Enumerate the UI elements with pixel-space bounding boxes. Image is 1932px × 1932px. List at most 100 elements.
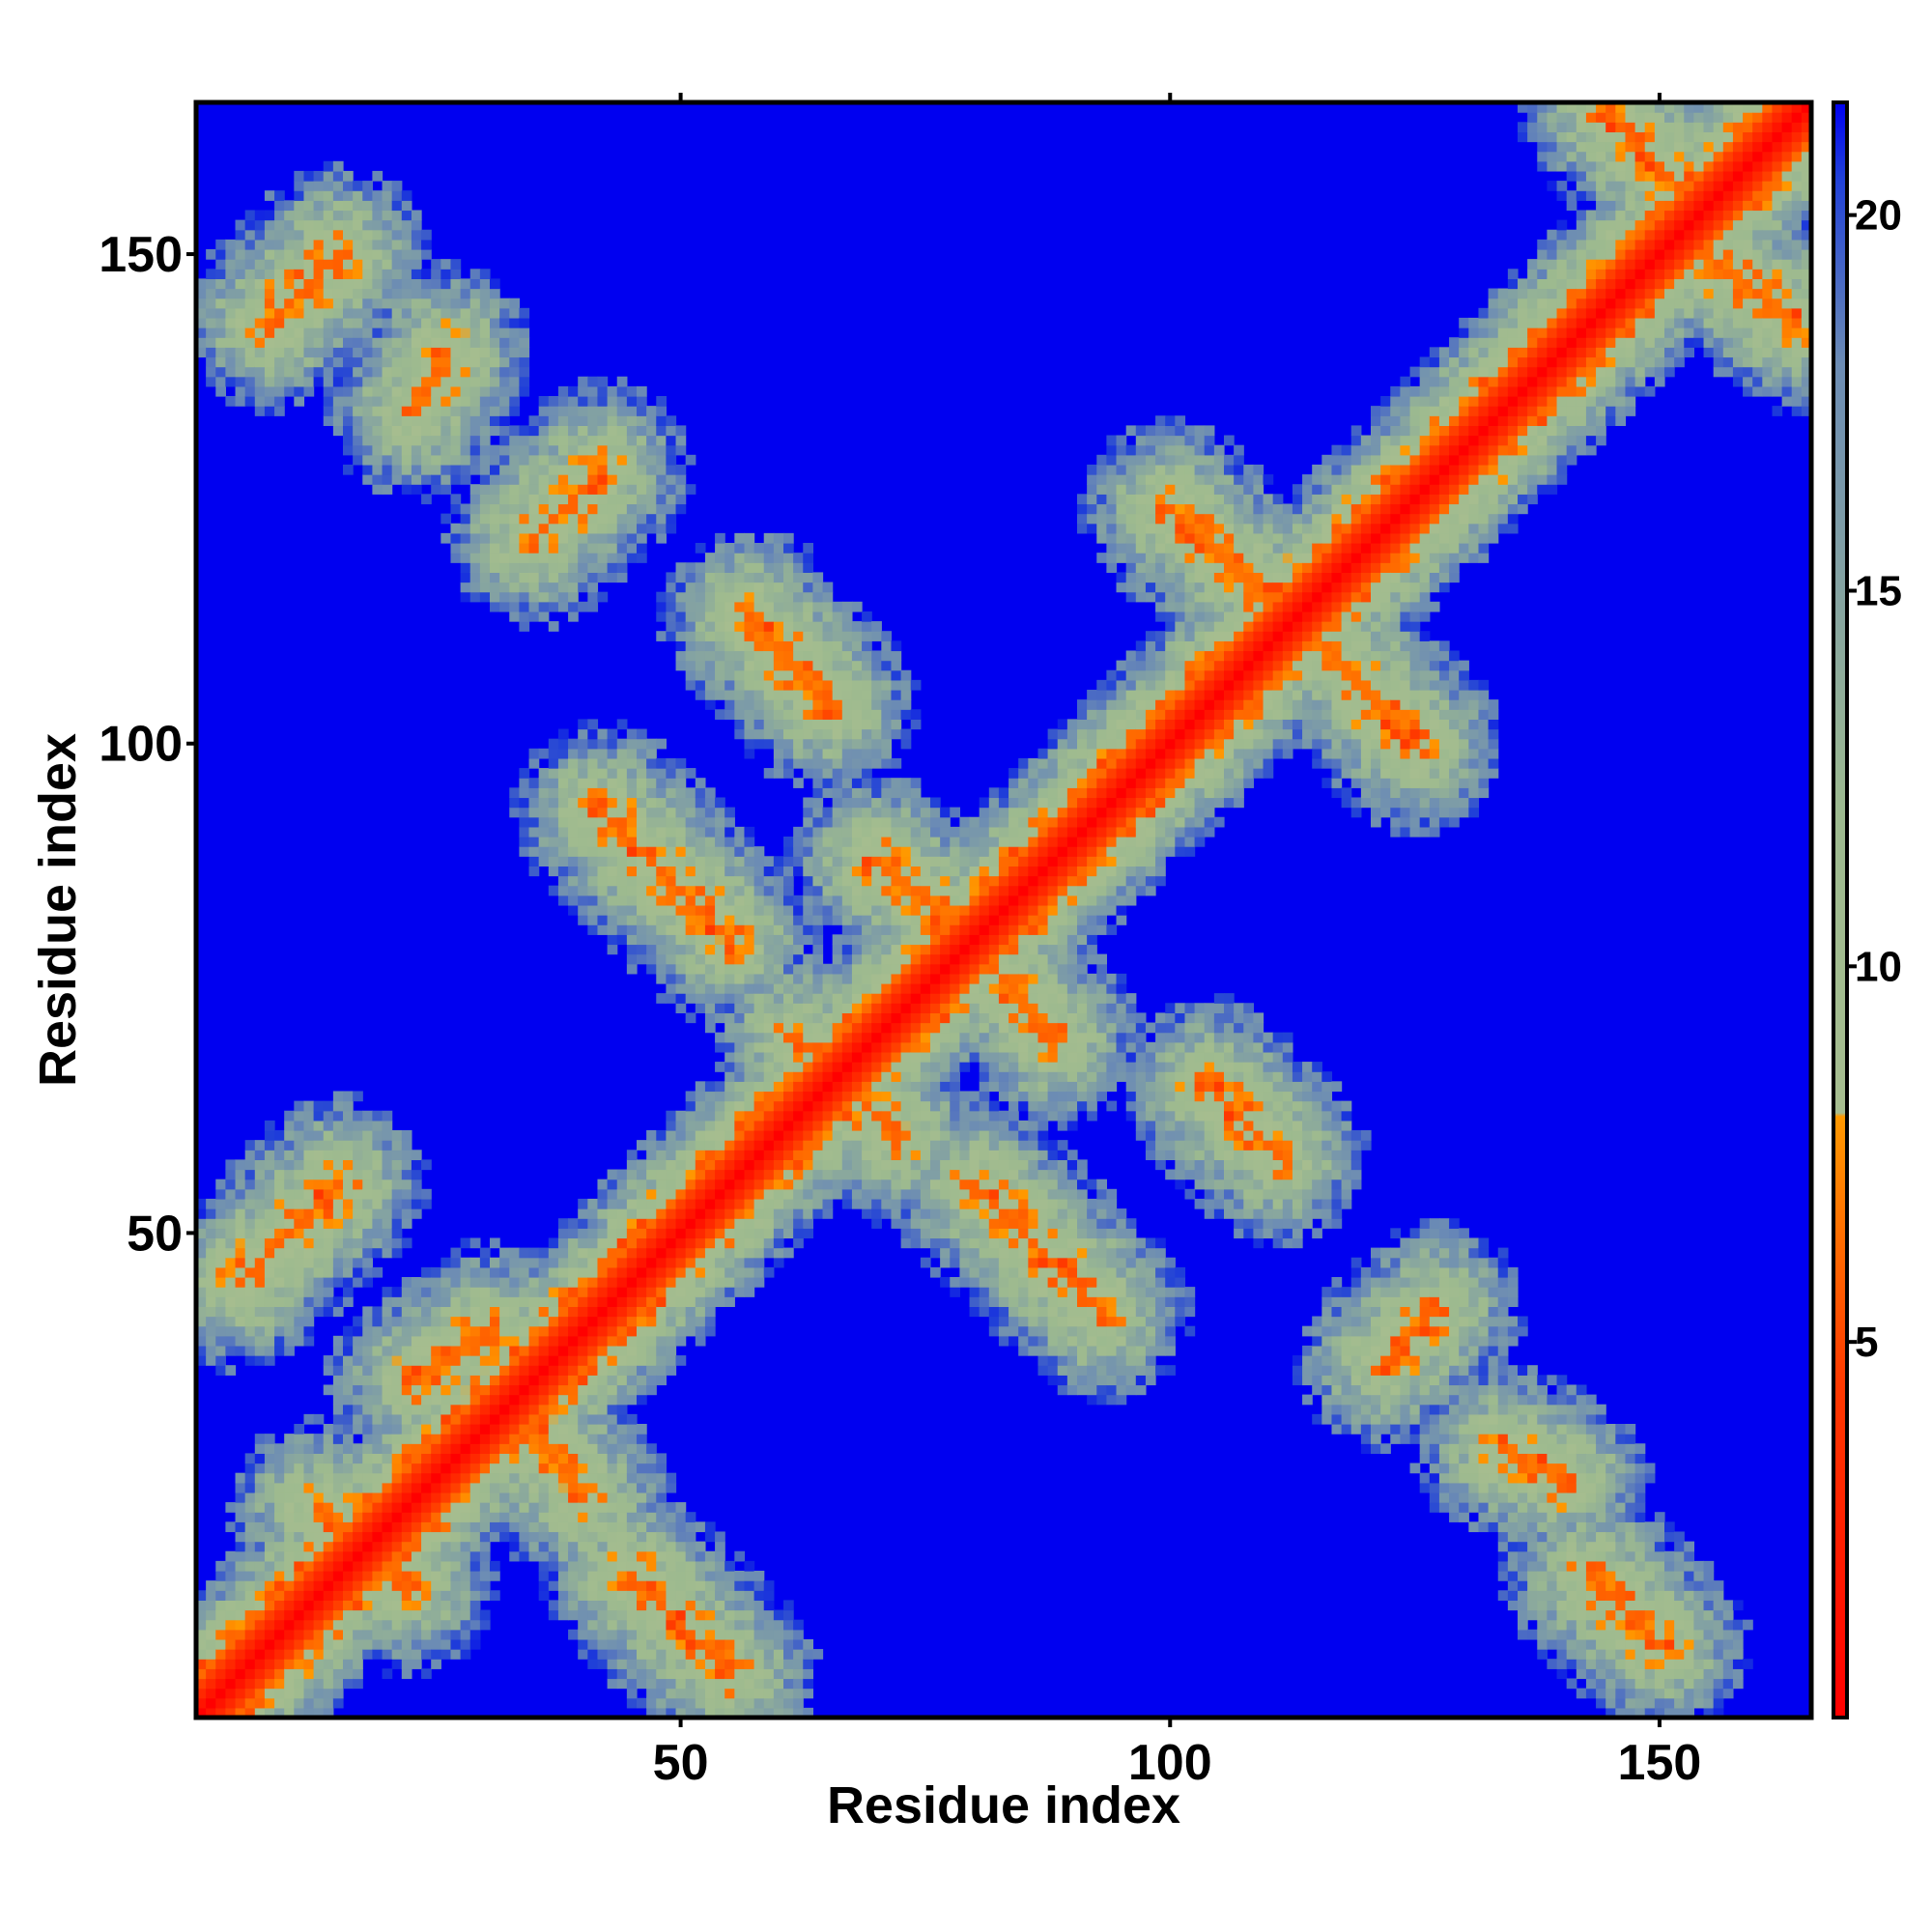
heatmap-cell — [607, 1521, 618, 1533]
heatmap-cell — [666, 1159, 677, 1171]
heatmap-cell — [313, 1619, 325, 1631]
heatmap-cell — [196, 288, 207, 299]
heatmap-cell — [753, 1266, 765, 1278]
heatmap-cell — [343, 1394, 354, 1406]
heatmap-cell — [353, 1668, 363, 1680]
heatmap-cell — [391, 210, 403, 221]
heatmap-cell — [803, 1688, 813, 1699]
heatmap-cell — [763, 1091, 775, 1102]
heatmap-cell — [685, 601, 696, 612]
heatmap-cell — [763, 543, 775, 554]
heatmap-cell — [557, 1384, 569, 1396]
heatmap-cell — [695, 591, 706, 603]
heatmap-cell — [323, 307, 334, 319]
heatmap-cell — [557, 1394, 569, 1406]
heatmap-cell — [812, 1012, 824, 1024]
heatmap-cell — [469, 347, 481, 358]
heatmap-cell — [362, 396, 373, 407]
heatmap-cell — [666, 1130, 677, 1141]
heatmap-cell — [616, 1649, 628, 1660]
heatmap-cell — [215, 1678, 226, 1690]
heatmap-cell — [656, 1521, 667, 1533]
heatmap-cell — [401, 327, 412, 338]
heatmap-cell — [578, 1629, 588, 1640]
heatmap-cell — [332, 1492, 344, 1503]
heatmap-cell — [294, 1463, 305, 1474]
heatmap-cell — [626, 1541, 638, 1552]
heatmap-cell — [264, 1296, 275, 1307]
heatmap-cell — [744, 885, 755, 896]
heatmap-cell — [519, 787, 530, 799]
heatmap-cell — [656, 1228, 667, 1239]
heatmap-cell — [509, 1306, 520, 1318]
heatmap-cell — [538, 1266, 550, 1278]
heatmap-cell — [440, 1434, 452, 1444]
heatmap-cell — [656, 1287, 667, 1297]
heatmap-cell — [528, 748, 540, 759]
heatmap-cell — [587, 396, 599, 407]
heatmap-cell — [704, 1678, 716, 1690]
heatmap-cell — [548, 1434, 559, 1444]
heatmap-cell — [225, 1266, 237, 1278]
heatmap-cell — [616, 1434, 628, 1444]
heatmap-cell — [215, 1600, 226, 1611]
heatmap-cell — [548, 1413, 559, 1425]
heatmap-cell — [411, 347, 422, 358]
heatmap-cell — [597, 444, 609, 456]
heatmap-cell — [675, 846, 687, 857]
heatmap-cell — [538, 1375, 550, 1386]
heatmap-cell — [753, 543, 765, 554]
heatmap-cell — [568, 1580, 579, 1591]
heatmap-cell — [294, 1629, 305, 1640]
heatmap-cell — [303, 1502, 315, 1513]
heatmap-cell — [372, 1169, 384, 1180]
heatmap-cell — [450, 444, 462, 456]
heatmap-cell — [264, 1697, 275, 1709]
heatmap-cell — [499, 464, 510, 475]
heatmap-cell — [528, 1325, 540, 1337]
heatmap-cell — [744, 875, 755, 887]
heatmap-cell — [587, 1413, 599, 1425]
heatmap-cell — [332, 1257, 344, 1268]
heatmap-cell — [391, 366, 403, 378]
heatmap-cell — [744, 582, 755, 593]
heatmap-cell — [313, 170, 325, 182]
heatmap-cell — [372, 347, 384, 358]
heatmap-cell — [578, 582, 588, 593]
heatmap-cell — [196, 307, 207, 319]
heatmap-cell — [519, 503, 530, 515]
heatmap-cell — [479, 484, 491, 495]
heatmap-cell — [597, 406, 609, 416]
heatmap-cell — [372, 1472, 384, 1484]
heatmap-cell — [637, 1247, 647, 1259]
heatmap-cell — [695, 866, 706, 877]
heatmap-cell — [450, 1277, 462, 1288]
heatmap-cell — [666, 1287, 677, 1297]
heatmap-cell — [812, 924, 824, 935]
heatmap-cell — [440, 1306, 452, 1318]
heatmap-cell — [411, 1375, 422, 1386]
heatmap-cell — [695, 885, 706, 896]
heatmap-cell — [675, 425, 687, 437]
heatmap-cell — [479, 396, 491, 407]
heatmap-cell — [803, 826, 813, 838]
heatmap-cell — [538, 464, 550, 475]
heatmap-cell — [724, 650, 735, 662]
heatmap-cell — [607, 856, 618, 867]
heatmap-cell — [715, 1287, 725, 1297]
heatmap-cell — [557, 503, 569, 515]
heatmap-cell — [715, 1130, 725, 1141]
heatmap-cell — [724, 1003, 735, 1013]
heatmap-cell — [626, 1208, 638, 1219]
heatmap-cell — [666, 425, 677, 437]
heatmap-cell — [225, 249, 237, 260]
heatmap-cell — [675, 1218, 687, 1229]
heatmap-cell — [753, 1091, 765, 1102]
heatmap-cell — [382, 425, 393, 437]
heatmap-cell — [812, 856, 824, 867]
heatmap-cell — [353, 1198, 363, 1209]
heatmap-cell — [264, 1580, 275, 1591]
heatmap-cell — [656, 904, 667, 916]
heatmap-cell — [460, 553, 471, 563]
heatmap-cell — [244, 210, 256, 221]
